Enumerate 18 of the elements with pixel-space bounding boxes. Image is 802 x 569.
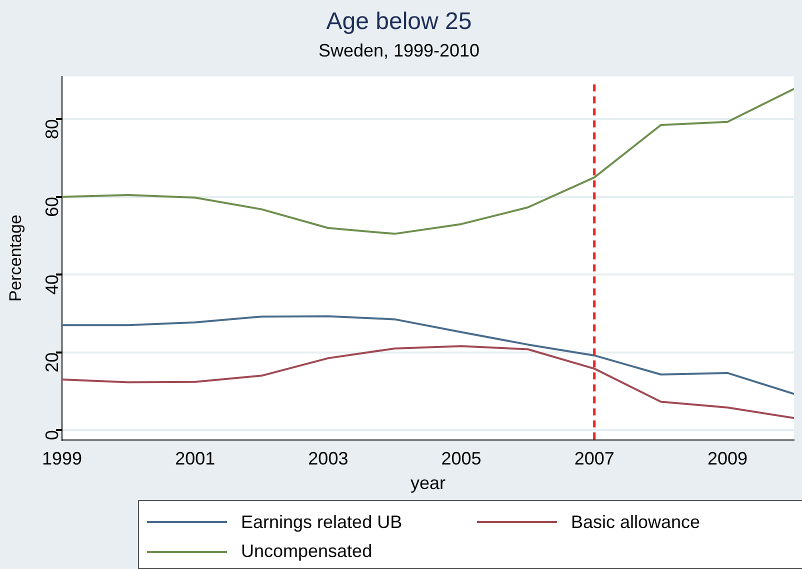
legend-label: Uncompensated xyxy=(241,541,372,562)
chart-subtitle: Sweden, 1999-2010 xyxy=(318,40,480,61)
y-tick-label: 80 xyxy=(42,119,62,140)
x-tick-label: 1999 xyxy=(42,448,82,469)
x-tick-label: 2009 xyxy=(707,448,748,469)
legend-label: Earnings related UB xyxy=(241,512,402,532)
x-tick-label: 2003 xyxy=(308,448,348,469)
y-axis-title: Percentage xyxy=(6,214,25,302)
y-tick-label: 20 xyxy=(42,352,62,372)
x-tick-label: 2005 xyxy=(441,448,482,469)
x-tick-label: 2007 xyxy=(574,448,614,469)
x-axis-title: year xyxy=(410,473,446,494)
x-tick-label: 2001 xyxy=(175,448,216,469)
y-tick-label: 0 xyxy=(42,430,62,440)
y-tick-label: 40 xyxy=(42,274,62,295)
chart-title: Age below 25 xyxy=(326,8,472,36)
legend-label: Basic allowance xyxy=(571,512,700,532)
y-tick-label: 60 xyxy=(42,196,62,217)
